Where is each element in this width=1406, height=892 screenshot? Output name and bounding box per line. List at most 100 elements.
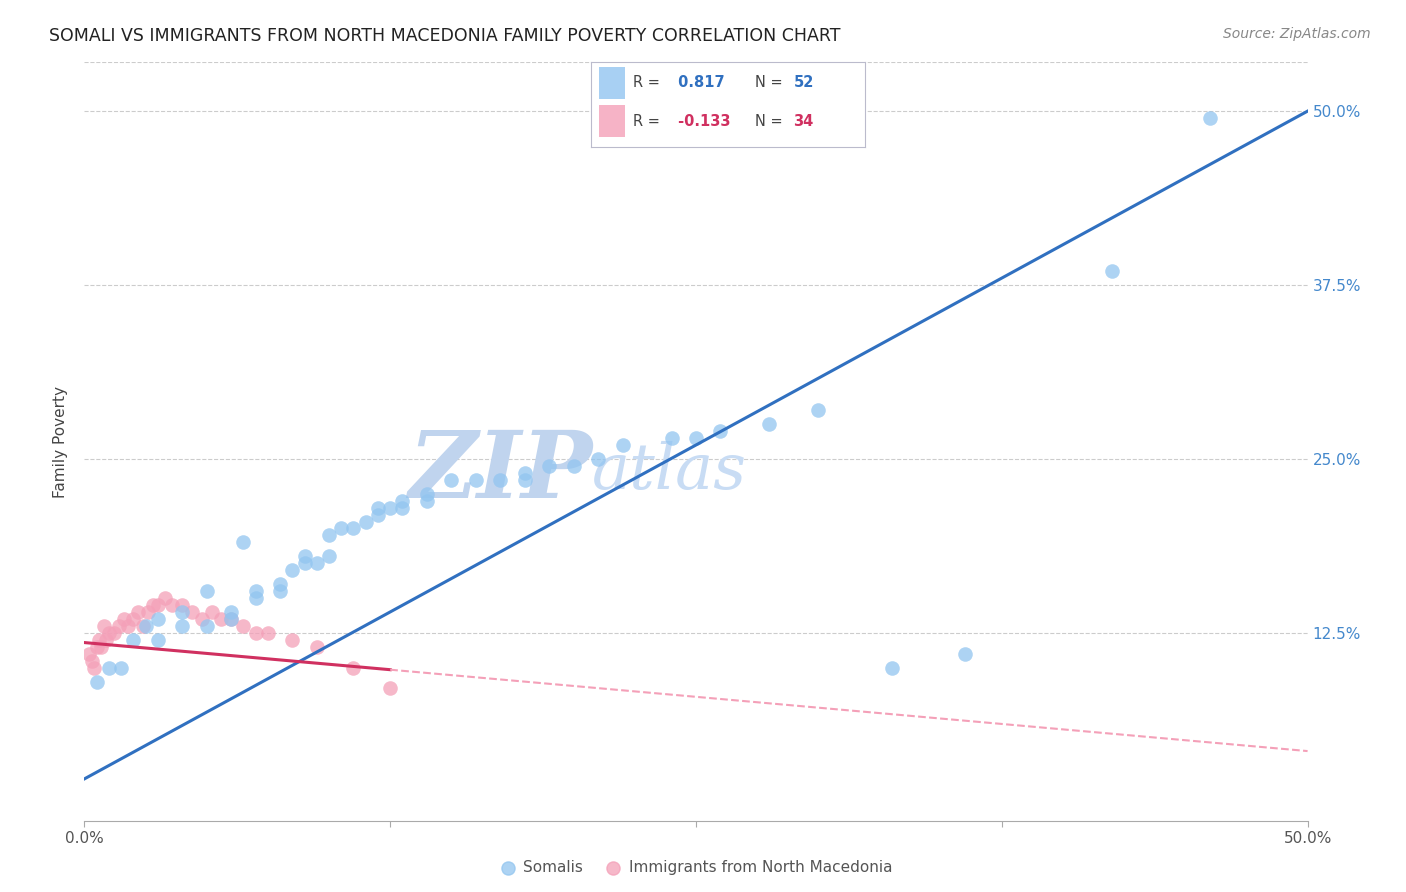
Point <box>132 619 155 633</box>
Point <box>191 612 214 626</box>
Point <box>1101 264 1123 278</box>
Point <box>195 584 218 599</box>
Point <box>86 640 108 654</box>
Point <box>305 640 328 654</box>
Point <box>281 632 304 647</box>
Legend: Somalis, Immigrants from North Macedonia: Somalis, Immigrants from North Macedonia <box>494 854 898 881</box>
Point <box>391 500 413 515</box>
Point <box>127 605 149 619</box>
Point <box>97 660 120 674</box>
Point <box>200 605 222 619</box>
Point <box>354 515 377 529</box>
Point <box>294 556 316 570</box>
Point <box>464 473 486 487</box>
Y-axis label: Family Poverty: Family Poverty <box>53 385 69 498</box>
Point <box>153 591 176 605</box>
Point <box>117 619 139 633</box>
Point <box>136 605 159 619</box>
Point <box>172 598 194 612</box>
Text: SOMALI VS IMMIGRANTS FROM NORTH MACEDONIA FAMILY POVERTY CORRELATION CHART: SOMALI VS IMMIGRANTS FROM NORTH MACEDONI… <box>49 27 841 45</box>
Point <box>83 660 105 674</box>
Text: -0.133: -0.133 <box>672 114 730 129</box>
Text: 34: 34 <box>793 114 814 129</box>
Point <box>758 417 780 432</box>
Point <box>195 619 218 633</box>
Bar <box>599 105 624 137</box>
Point <box>367 508 389 522</box>
Point <box>90 640 112 654</box>
Point <box>97 625 120 640</box>
Point <box>330 521 353 535</box>
Point <box>318 528 340 542</box>
Point <box>380 500 402 515</box>
Point <box>103 625 125 640</box>
Point <box>586 451 609 466</box>
Point <box>80 654 103 668</box>
Point <box>96 632 118 647</box>
Point <box>1198 111 1220 125</box>
Point <box>219 612 242 626</box>
Point <box>562 458 585 473</box>
Bar <box>599 67 624 99</box>
Point <box>245 591 267 605</box>
Point <box>112 612 135 626</box>
Point <box>86 674 108 689</box>
Point <box>162 598 184 612</box>
Point <box>232 619 254 633</box>
Point <box>367 500 389 515</box>
Point <box>305 556 328 570</box>
Point <box>87 632 110 647</box>
Point <box>269 577 291 591</box>
Point <box>219 612 242 626</box>
Point <box>391 493 413 508</box>
Point <box>172 605 194 619</box>
Point <box>245 584 267 599</box>
Point <box>318 549 340 564</box>
Text: ZIP: ZIP <box>408 427 592 516</box>
Text: 52: 52 <box>793 75 814 90</box>
Point <box>219 605 242 619</box>
Point <box>142 598 165 612</box>
Point <box>146 612 169 626</box>
Point <box>146 598 169 612</box>
Text: N =: N = <box>755 114 783 129</box>
Point <box>122 632 145 647</box>
Point <box>245 625 267 640</box>
Point <box>538 458 561 473</box>
Point <box>440 473 463 487</box>
Point <box>107 619 129 633</box>
Text: Source: ZipAtlas.com: Source: ZipAtlas.com <box>1223 27 1371 41</box>
Point <box>489 473 512 487</box>
Point <box>685 431 707 445</box>
Text: 0.817: 0.817 <box>672 75 724 90</box>
Text: N =: N = <box>755 75 783 90</box>
Point <box>172 619 194 633</box>
Point <box>146 632 169 647</box>
Point <box>416 493 439 508</box>
Point <box>209 612 232 626</box>
Point <box>181 605 204 619</box>
Point <box>342 660 364 674</box>
Point <box>294 549 316 564</box>
Point <box>416 486 439 500</box>
Point <box>110 660 132 674</box>
Point <box>612 438 634 452</box>
Point <box>135 619 157 633</box>
Point <box>93 619 115 633</box>
Text: R =: R = <box>633 114 659 129</box>
Point <box>513 466 536 480</box>
Point <box>122 612 145 626</box>
Point <box>380 681 402 696</box>
Point <box>661 431 683 445</box>
Point <box>77 647 100 661</box>
Point <box>257 625 280 640</box>
Point <box>709 424 731 438</box>
Point <box>807 403 830 417</box>
Point <box>281 563 304 577</box>
Point <box>513 473 536 487</box>
Point <box>232 535 254 549</box>
Point <box>953 647 976 661</box>
Text: atlas: atlas <box>592 441 747 503</box>
Text: R =: R = <box>633 75 659 90</box>
Point <box>880 660 903 674</box>
